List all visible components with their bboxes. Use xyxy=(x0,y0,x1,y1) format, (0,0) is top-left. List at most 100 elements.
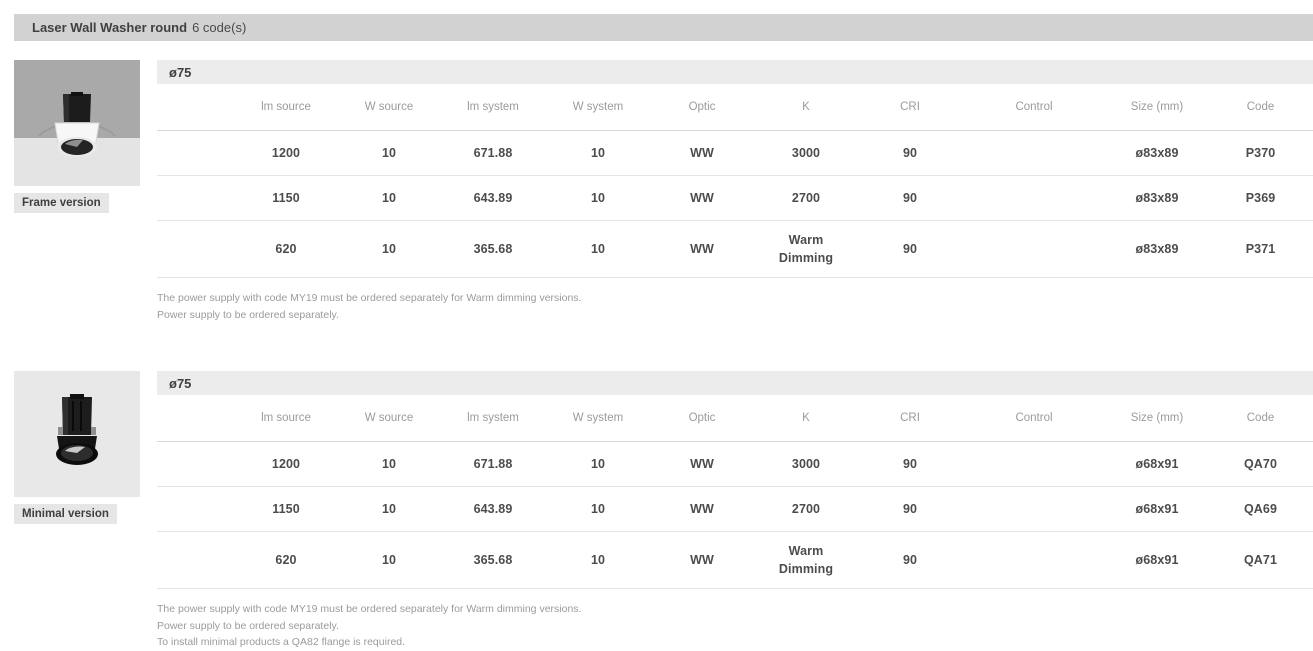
footnote: The power supply with code MY19 must be … xyxy=(157,603,582,615)
cri-value: 90 xyxy=(902,146,918,160)
lm-source-value: 1150 xyxy=(272,502,300,516)
cri-value: 90 xyxy=(902,191,918,205)
w-system-value: 10 xyxy=(590,457,606,471)
table-row[interactable]: 620 10 365.68 10 WW Warm Dimming 90 ø68x… xyxy=(157,531,1313,589)
cri-value: 90 xyxy=(902,502,918,516)
column-header-row: lm source W source lm system W system Op… xyxy=(157,84,1313,131)
size-value: ø68x91 xyxy=(1135,553,1179,567)
recessed-downlight-illustration xyxy=(38,92,116,157)
size-value: ø68x91 xyxy=(1135,502,1179,516)
col-header-lm-system: lm system xyxy=(440,84,546,131)
frame-version-left-column: Frame version xyxy=(14,60,140,213)
col-header-optic: Optic xyxy=(650,395,754,442)
table-row[interactable]: 620 10 365.68 10 WW Warm Dimming 90 ø83x… xyxy=(157,220,1313,278)
code-value: P371 xyxy=(1245,242,1276,256)
spacer-cell xyxy=(157,441,234,487)
col-header-size: Size (mm) xyxy=(1106,395,1208,442)
lm-source-value: 1200 xyxy=(271,457,301,471)
table-row[interactable]: 1150 10 643.89 10 WW 2700 90 ø83x89 P369 xyxy=(157,175,1313,221)
w-system-value: 10 xyxy=(590,242,606,256)
frame-version-product-image xyxy=(14,60,140,186)
lm-system-value: 671.88 xyxy=(473,457,513,471)
product-family-title: Laser Wall Washer round xyxy=(32,20,188,35)
minimal-version-table-area: ø75 lm source W source lm system W syste… xyxy=(157,371,1313,651)
optic-value: WW xyxy=(690,457,714,471)
code-value: QA71 xyxy=(1243,553,1278,567)
k-value: 2700 xyxy=(791,501,821,516)
lm-system-value: 365.68 xyxy=(473,553,513,567)
w-source-value: 10 xyxy=(381,191,397,205)
col-header-cri: CRI xyxy=(858,395,962,442)
col-header-optic: Optic xyxy=(650,84,754,131)
spacer-cell xyxy=(157,130,234,176)
lm-system-value: 671.88 xyxy=(473,146,513,160)
lm-system-value: 365.68 xyxy=(473,242,513,256)
w-source-value: 10 xyxy=(381,146,397,160)
col-header-size: Size (mm) xyxy=(1106,84,1208,131)
col-header-k: K xyxy=(754,395,858,442)
footnote: Power supply to be ordered separately. xyxy=(157,619,339,632)
diameter-group-header: ø75 xyxy=(157,371,1313,395)
frame-version-table-area: ø75 lm source W source lm system W syste… xyxy=(157,60,1313,323)
k-value: 2700 xyxy=(791,190,821,205)
frame-version-label: Frame version xyxy=(14,193,109,213)
minimal-version-product-image xyxy=(14,371,140,497)
lm-system-value: 643.89 xyxy=(473,502,513,516)
col-header-k: K xyxy=(754,84,858,131)
w-system-value: 10 xyxy=(590,502,606,516)
optic-value: WW xyxy=(690,146,714,160)
col-header-w-system: W system xyxy=(546,84,650,131)
col-header-lm-source: lm source xyxy=(234,84,338,131)
spacer-cell xyxy=(157,486,234,532)
optic-value: WW xyxy=(690,502,714,516)
col-header-control: Control xyxy=(962,395,1106,442)
footnotes: The power supply with code MY19 must be … xyxy=(157,601,1313,651)
lm-source-value: 1150 xyxy=(272,191,300,205)
size-value: ø68x91 xyxy=(1135,457,1179,471)
col-header-w-system: W system xyxy=(546,395,650,442)
spacer-cell xyxy=(157,531,234,589)
k-value: Warm Dimming xyxy=(778,543,834,576)
table-row[interactable]: 1200 10 671.88 10 WW 3000 90 ø68x91 QA70 xyxy=(157,441,1313,487)
col-header-control: Control xyxy=(962,84,1106,131)
lm-source-value: 620 xyxy=(275,553,297,567)
optic-value: WW xyxy=(690,553,714,567)
section-frame-version: Frame version ø75 lm source W source lm … xyxy=(0,60,1313,323)
col-header-lm-system: lm system xyxy=(440,395,546,442)
section-minimal-version: Minimal version ø75 lm source W source l… xyxy=(0,371,1313,651)
col-header-code: Code xyxy=(1208,84,1313,131)
table-row[interactable]: 1150 10 643.89 10 WW 2700 90 ø68x91 QA69 xyxy=(157,486,1313,532)
col-header-w-source: W source xyxy=(338,395,440,442)
w-system-value: 10 xyxy=(590,553,606,567)
cri-value: 90 xyxy=(902,242,918,256)
optic-value: WW xyxy=(690,242,714,256)
footnote: The power supply with code MY19 must be … xyxy=(157,292,582,304)
diameter-group-header: ø75 xyxy=(157,60,1313,84)
diameter-value: ø75 xyxy=(169,375,192,391)
size-value: ø83x89 xyxy=(1135,191,1179,205)
minimal-version-left-column: Minimal version xyxy=(14,371,140,524)
footnote: To install minimal products a QA82 flang… xyxy=(157,636,406,648)
size-value: ø83x89 xyxy=(1135,242,1179,256)
col-header-lm-source: lm source xyxy=(234,395,338,442)
code-value: P369 xyxy=(1245,191,1276,205)
col-header-cri: CRI xyxy=(858,84,962,131)
optic-value: WW xyxy=(690,191,714,205)
col-header-w-source: W source xyxy=(338,84,440,131)
code-value: P370 xyxy=(1245,146,1276,160)
table-row[interactable]: 1200 10 671.88 10 WW 3000 90 ø83x89 P370 xyxy=(157,130,1313,176)
footnote: Power supply to be ordered separately. xyxy=(157,308,339,321)
footnotes: The power supply with code MY19 must be … xyxy=(157,290,1313,323)
lm-source-value: 1200 xyxy=(271,146,301,160)
lm-system-value: 643.89 xyxy=(473,191,513,205)
w-system-value: 10 xyxy=(590,146,606,160)
k-value: Warm Dimming xyxy=(778,232,834,265)
w-system-value: 10 xyxy=(590,191,606,205)
product-code-count: 6 code(s) xyxy=(192,20,247,35)
minimal-version-label: Minimal version xyxy=(14,504,117,524)
spacer-cell xyxy=(157,84,234,131)
spacer-cell xyxy=(157,175,234,221)
minimal-downlight-illustration xyxy=(56,394,98,465)
column-header-row: lm source W source lm system W system Op… xyxy=(157,395,1313,442)
k-value: 3000 xyxy=(791,456,821,471)
